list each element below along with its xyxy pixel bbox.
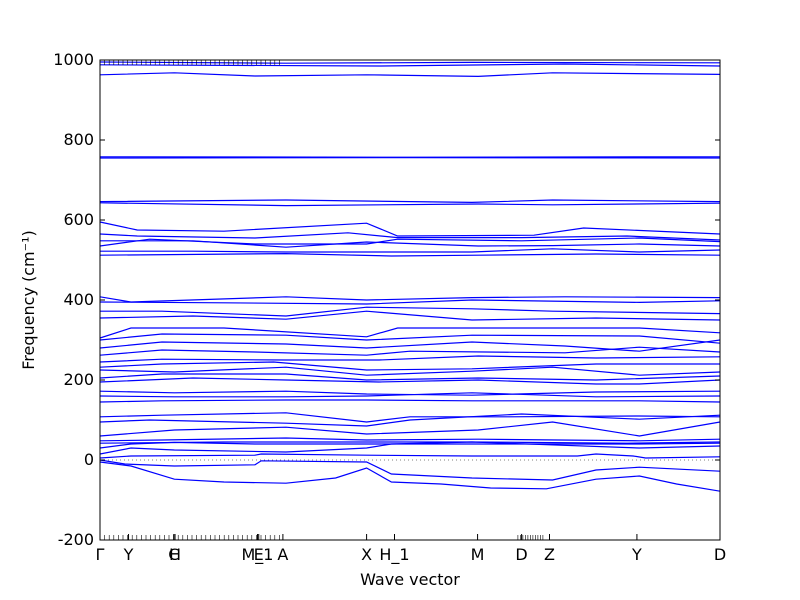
y-tick-label: -200 bbox=[58, 530, 94, 549]
band-line-31 bbox=[99, 413, 721, 427]
y-tick-label: 400 bbox=[63, 290, 94, 309]
band-line-11 bbox=[100, 240, 721, 248]
y-tick-label: 600 bbox=[63, 210, 94, 229]
band-line-6 bbox=[99, 199, 721, 204]
band-line-23 bbox=[99, 361, 720, 371]
symmetry-label: D bbox=[515, 545, 527, 564]
plot-frame bbox=[99, 59, 721, 541]
band-line-39 bbox=[99, 461, 721, 492]
band-line-14 bbox=[99, 296, 721, 303]
band-line-33 bbox=[99, 437, 721, 442]
symmetry-label: X bbox=[361, 545, 372, 564]
band-line-9 bbox=[99, 232, 721, 241]
band-line-22 bbox=[99, 355, 721, 363]
band-line-17 bbox=[99, 310, 721, 321]
band-line-15 bbox=[99, 299, 721, 305]
symmetry-label: C bbox=[168, 545, 179, 564]
band-line-2 bbox=[99, 63, 721, 67]
symmetry-label: M_1 bbox=[241, 545, 273, 565]
band-line-21 bbox=[99, 346, 721, 356]
band-line-38 bbox=[99, 459, 721, 481]
band-line-29 bbox=[99, 399, 721, 403]
band-line-1 bbox=[99, 61, 721, 64]
x-axis-title: Wave vector bbox=[360, 570, 460, 589]
y-axis-ticks: -200 0 200 400 600 800 1000 bbox=[53, 50, 720, 549]
band-line-16 bbox=[100, 306, 721, 317]
band-line-20 bbox=[99, 339, 721, 352]
y-tick-label: 1000 bbox=[53, 50, 94, 69]
symmetry-label: M bbox=[471, 545, 485, 564]
symmetry-point-ticks bbox=[99, 60, 721, 540]
band-line-3 bbox=[99, 72, 721, 78]
symmetry-label: Y bbox=[631, 545, 642, 564]
band-line-30 bbox=[99, 412, 721, 423]
symmetry-label: Y bbox=[123, 545, 134, 564]
band-line-35 bbox=[99, 441, 721, 449]
symmetry-point-labels: Γ Y CH M_1E A X H_1 M D Z Y D bbox=[96, 545, 727, 565]
band-line-27 bbox=[99, 390, 721, 396]
symmetry-label: Z bbox=[544, 545, 555, 564]
band-line-12 bbox=[100, 248, 721, 253]
band-line-18 bbox=[99, 327, 721, 339]
band-line-19 bbox=[99, 333, 721, 344]
band-line-28 bbox=[99, 392, 721, 398]
band-line-7 bbox=[99, 202, 721, 207]
band-lines bbox=[99, 61, 721, 492]
symmetry-label: H bbox=[169, 545, 181, 564]
band-line-25 bbox=[99, 373, 721, 381]
y-axis-title: Frequency (cm⁻¹) bbox=[19, 230, 38, 369]
band-line-32 bbox=[99, 421, 721, 437]
band-line-26 bbox=[99, 377, 721, 385]
symmetry-label: H_1 bbox=[379, 545, 409, 565]
band-line-8 bbox=[99, 221, 721, 237]
band-line-34 bbox=[99, 441, 721, 444]
band-line-37 bbox=[99, 453, 721, 459]
symmetry-label: Γ bbox=[96, 545, 105, 564]
band-line-24 bbox=[99, 366, 721, 376]
y-tick-label: 200 bbox=[63, 370, 94, 389]
symmetry-label: A bbox=[277, 545, 288, 564]
symmetry-label: E bbox=[254, 545, 264, 564]
y-tick-label: 0 bbox=[84, 450, 94, 469]
symmetry-label: D bbox=[714, 545, 726, 564]
y-tick-label: 800 bbox=[63, 130, 94, 149]
band-line-36 bbox=[99, 441, 721, 455]
band-line-10 bbox=[99, 237, 721, 247]
band-line-13 bbox=[99, 252, 721, 257]
